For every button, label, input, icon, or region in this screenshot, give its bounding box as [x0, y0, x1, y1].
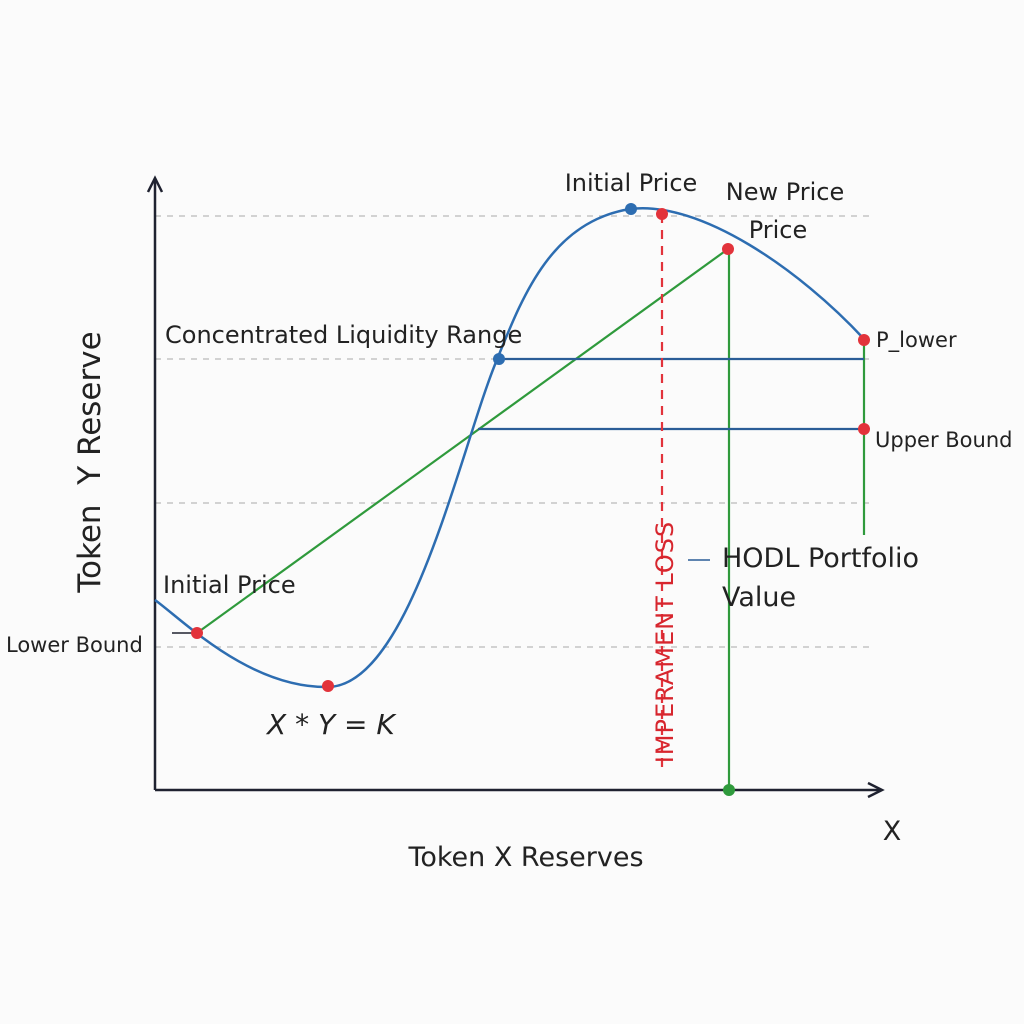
- upper-bound-point: [858, 423, 870, 435]
- range-start-point: [493, 353, 505, 365]
- new-price-label-line1: New Price: [726, 178, 845, 206]
- p-lower-point: [858, 334, 870, 346]
- hodl-diagonal-line: [196, 248, 729, 634]
- y-axis-label: Token Y Reserve: [72, 331, 108, 593]
- hodl-label-line2: Value: [722, 582, 796, 613]
- curve-equation-label: X * Y = K: [265, 708, 397, 741]
- hodl-lines: [196, 248, 866, 790]
- lower-bound-point: [191, 627, 203, 639]
- p-lower-label: P_lower: [876, 328, 957, 353]
- curve-minimum-point: [322, 680, 334, 692]
- initial-price-top-point: [625, 203, 637, 215]
- upper-bound-label: Upper Bound: [875, 428, 1012, 452]
- y-axis-arrowhead: [146, 175, 164, 193]
- initial-price-left-label: Initial Price: [163, 571, 296, 599]
- labels: Token Y Reserve Token X Reserves X Initi…: [6, 169, 1012, 873]
- new-price-curve-point: [656, 208, 668, 220]
- axes: [146, 175, 885, 799]
- impermanent-loss-label: IMPERAMENT LOSS: [651, 521, 679, 764]
- x-axis-label: Token X Reserves: [407, 842, 643, 873]
- initial-price-top-label: Initial Price: [565, 169, 698, 197]
- new-price-point: [722, 243, 734, 255]
- lower-bound-label: Lower Bound: [6, 633, 143, 657]
- x-axis-arrowhead: [867, 781, 885, 799]
- hodl-axis-point: [723, 784, 735, 796]
- concentrated-range-label: Concentrated Liquidity Range: [165, 321, 522, 349]
- new-price-label-line2: Price: [749, 216, 808, 244]
- amm-curve: [154, 206, 865, 689]
- hodl-label-line1: HODL Portfolio: [722, 543, 919, 574]
- points: [191, 203, 870, 796]
- range-lines: [478, 357, 864, 431]
- x-axis-symbol: X: [883, 816, 902, 847]
